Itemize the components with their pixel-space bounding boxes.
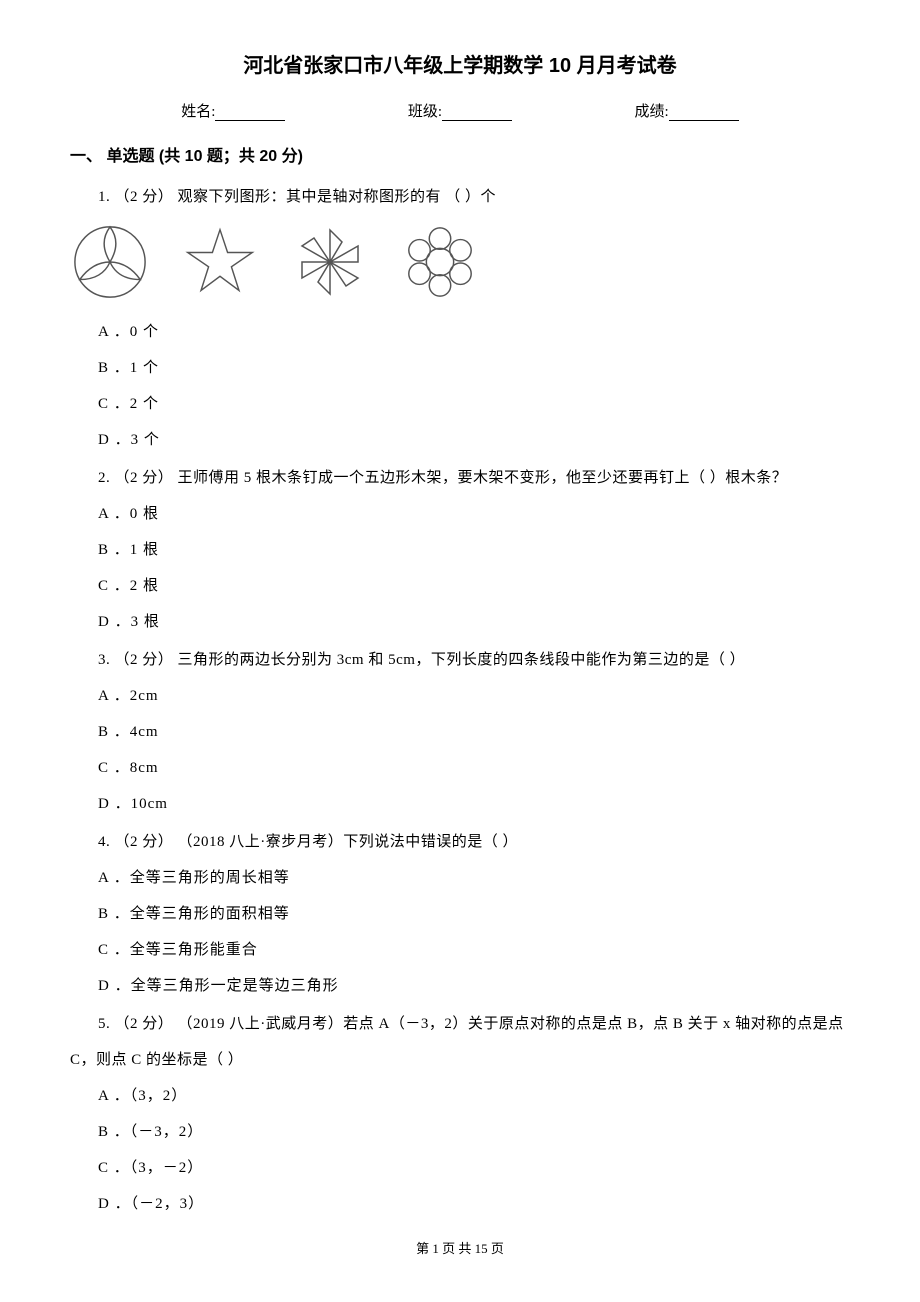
question-4: 4. （2 分） （2018 八上·寮步月考）下列说法中错误的是（ ） A ．全…: [70, 827, 850, 1001]
q3-stem: 3. （2 分） 三角形的两边长分别为 3cm 和 5cm，下列长度的四条线段中…: [98, 645, 850, 675]
q4-option-d: D ．全等三角形一定是等边三角形: [98, 971, 850, 1001]
q5-option-d: D ．（－2，3）: [98, 1189, 850, 1219]
q3-option-b: B ．4cm: [98, 717, 850, 747]
q2-option-b: B ．1 根: [98, 535, 850, 565]
class-label: 班级:: [408, 100, 442, 124]
score-blank: [669, 103, 739, 121]
q5-continuation: C，则点 C 的坐标是（ ）: [70, 1045, 850, 1075]
q5-option-a: A ．（3，2）: [98, 1081, 850, 1111]
figure-circle-leaves-icon: [70, 222, 150, 302]
q5-option-b: B ．（－3，2）: [98, 1117, 850, 1147]
q4-stem: 4. （2 分） （2018 八上·寮步月考）下列说法中错误的是（ ）: [98, 827, 850, 857]
q1-option-c: C ．2 个: [98, 389, 850, 419]
q2-option-d: D ．3 根: [98, 607, 850, 637]
q1-option-a: A ．0 个: [98, 317, 850, 347]
q4-option-c: C ．全等三角形能重合: [98, 935, 850, 965]
q2-stem: 2. （2 分） 王师傅用 5 根木条钉成一个五边形木架，要木架不变形，他至少还…: [98, 463, 850, 493]
q1-stem: 1. （2 分） 观察下列图形：其中是轴对称图形的有 （ ）个: [98, 182, 850, 212]
name-label: 姓名:: [181, 100, 215, 124]
q5-stem: 5. （2 分） （2019 八上·武威月考）若点 A（－3，2）关于原点对称的…: [98, 1009, 850, 1039]
q1-option-b: B ．1 个: [98, 353, 850, 383]
section-header: 一、 单选题 (共 10 题；共 20 分): [70, 144, 850, 170]
question-3: 3. （2 分） 三角形的两边长分别为 3cm 和 5cm，下列长度的四条线段中…: [70, 645, 850, 819]
q1-option-d: D ．3 个: [98, 425, 850, 455]
figure-flower-icon: [400, 222, 480, 302]
question-5: 5. （2 分） （2019 八上·武威月考）若点 A（－3，2）关于原点对称的…: [70, 1009, 850, 1219]
class-field: 班级:: [408, 100, 512, 124]
name-blank: [215, 103, 285, 121]
q3-option-c: C ．8cm: [98, 753, 850, 783]
figure-pinwheel-icon: [290, 222, 370, 302]
q1-figures: [70, 222, 850, 302]
exam-title: 河北省张家口市八年级上学期数学 10 月月考试卷: [70, 50, 850, 82]
name-field: 姓名:: [181, 100, 285, 124]
student-info-line: 姓名: 班级: 成绩:: [70, 100, 850, 124]
score-label: 成绩:: [635, 100, 669, 124]
figure-star-icon: [180, 222, 260, 302]
q3-option-a: A ．2cm: [98, 681, 850, 711]
question-2: 2. （2 分） 王师傅用 5 根木条钉成一个五边形木架，要木架不变形，他至少还…: [70, 463, 850, 637]
q2-option-c: C ．2 根: [98, 571, 850, 601]
q2-option-a: A ．0 根: [98, 499, 850, 529]
q5-option-c: C ．（3，－2）: [98, 1153, 850, 1183]
class-blank: [442, 103, 512, 121]
question-1: 1. （2 分） 观察下列图形：其中是轴对称图形的有 （ ）个: [70, 182, 850, 455]
page-footer: 第 1 页 共 15 页: [70, 1239, 850, 1260]
score-field: 成绩:: [635, 100, 739, 124]
q4-option-a: A ．全等三角形的周长相等: [98, 863, 850, 893]
q3-option-d: D ．10cm: [98, 789, 850, 819]
q4-option-b: B ．全等三角形的面积相等: [98, 899, 850, 929]
